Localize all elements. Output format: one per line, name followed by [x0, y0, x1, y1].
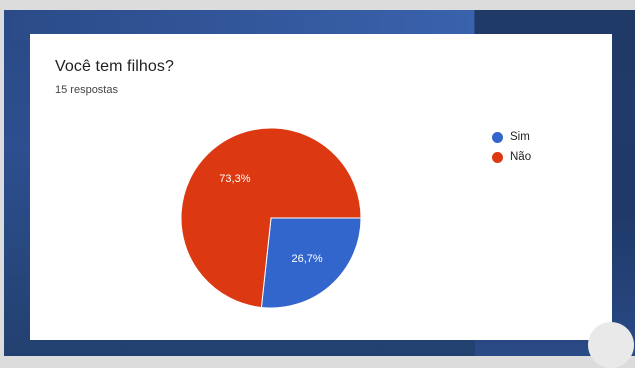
- legend-swatch-nao: [492, 151, 503, 163]
- response-count: 15 respostas: [55, 84, 118, 96]
- pie-slice-sim: [260, 217, 362, 309]
- pie-slice-nao: [180, 127, 362, 309]
- legend-item-nao: Não: [492, 147, 531, 167]
- legend-label-sim: Sim: [510, 131, 530, 143]
- legend-label-nao: Não: [510, 151, 532, 163]
- chart-card: Você tem filhos? 15 respostas 26,7% 73,3%…: [30, 34, 612, 340]
- pie-label-nao: 73,3%: [219, 173, 250, 185]
- chart-title: Você tem filhos?: [55, 58, 174, 75]
- chart-legend: Sim Não: [492, 127, 531, 167]
- legend-swatch-sim: [492, 131, 503, 143]
- pie-chart: 26,7% 73,3%: [180, 127, 362, 309]
- pie-label-sim: 26,7%: [291, 253, 322, 265]
- floating-action-button[interactable]: [588, 322, 634, 368]
- legend-item-sim: Sim: [492, 127, 531, 147]
